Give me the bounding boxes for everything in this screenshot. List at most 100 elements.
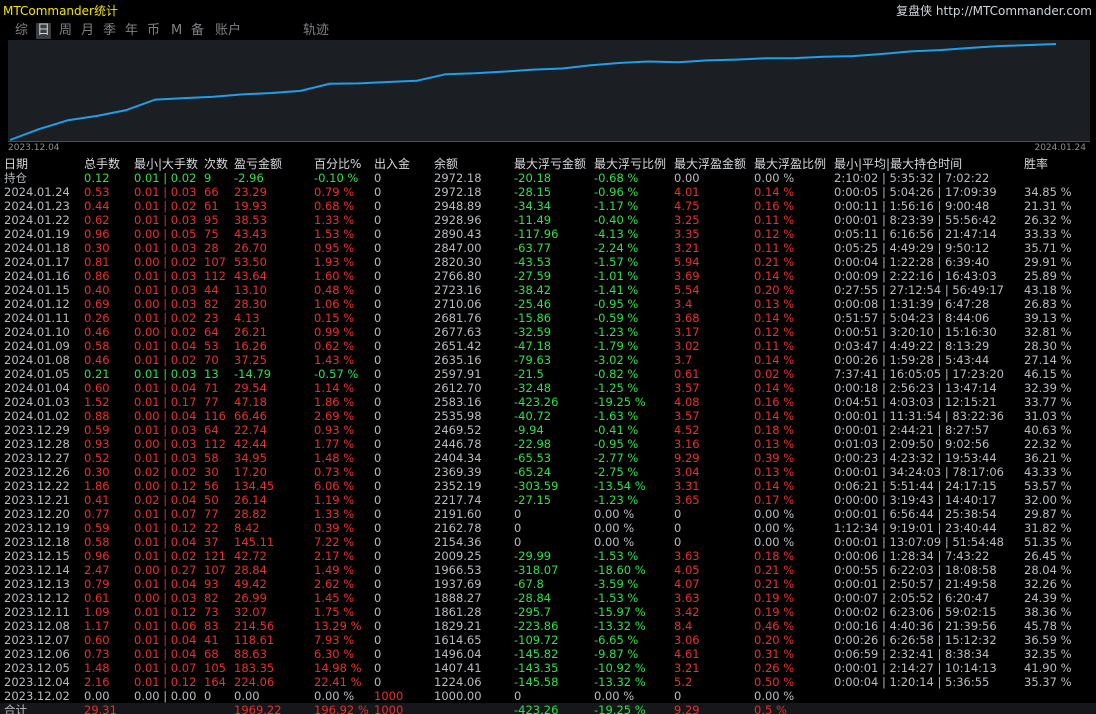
- table-cell: 0:00:51 | 3:20:10 | 15:16:30: [834, 325, 997, 339]
- table-cell: 2766.80: [434, 269, 482, 283]
- table-cell: -20.18: [514, 171, 552, 185]
- table-cell: 61: [204, 199, 219, 213]
- table-cell: 1829.21: [434, 619, 482, 633]
- table-cell: 82: [204, 297, 219, 311]
- table-cell: 0:06:21 | 5:51:44 | 24:17:15: [834, 479, 997, 493]
- table-cell: 0:03:47 | 4:49:22 | 8:13:29: [834, 339, 990, 353]
- table-cell: -0.96 %: [594, 185, 639, 199]
- table-cell: 0: [374, 437, 382, 451]
- table-cell: 0.00: [234, 689, 260, 703]
- table-cell: 2635.16: [434, 353, 482, 367]
- table-cell: 0:00:00 | 3:19:43 | 14:40:17: [834, 493, 997, 507]
- tab[interactable]: 轨迹: [303, 23, 330, 38]
- table-cell: 2583.16: [434, 395, 482, 409]
- table-cell: 3.68: [674, 311, 700, 325]
- table-cell: 64: [204, 423, 219, 437]
- table-cell: 持仓: [4, 171, 27, 185]
- tab[interactable]: 备: [191, 23, 205, 38]
- table-cell: 2890.43: [434, 227, 482, 241]
- tab[interactable]: 币: [147, 23, 161, 38]
- table-cell: 70: [204, 353, 219, 367]
- table-cell: 0:51:57 | 5:04:23 | 8:44:06: [834, 311, 990, 325]
- table-cell: 0: [374, 255, 382, 269]
- table-cell: 66: [204, 185, 219, 199]
- table-cell: 3.65: [674, 493, 700, 507]
- table-cell: 22: [204, 521, 219, 535]
- table-cell: 8.4: [674, 619, 693, 633]
- table-cell: 0.00 %: [594, 689, 635, 703]
- brand-link[interactable]: 复盘侠 http://MTCommander.com: [896, 4, 1092, 18]
- table-cell: 32.26 %: [1024, 577, 1072, 591]
- table-cell: 28.30 %: [1024, 339, 1072, 353]
- table-cell: 1.52: [84, 395, 110, 409]
- table-cell: 53.50: [234, 255, 267, 269]
- table-cell: 2723.16: [434, 283, 482, 297]
- table-cell: 2023.12.15: [4, 549, 70, 563]
- table-cell: 42.72: [234, 549, 267, 563]
- table-cell: 47.18: [234, 395, 267, 409]
- table-cell: 38.36 %: [1024, 605, 1072, 619]
- table-cell: 2024.01.02: [4, 409, 70, 423]
- table-cell: -1.25 %: [594, 381, 639, 395]
- table-cell: 22.41 %: [314, 675, 362, 689]
- table-cell: 1:12:34 | 9:19:01 | 23:40:44: [834, 521, 997, 535]
- table-cell: 3.57: [674, 409, 700, 423]
- table-cell: -27.15: [514, 493, 552, 507]
- table-cell: 28.30: [234, 297, 267, 311]
- table-cell: 0.01 | 0.07: [134, 507, 197, 521]
- table-cell: 0: [674, 689, 682, 703]
- table-cell: 1496.04: [434, 647, 482, 661]
- table-cell: 36.59 %: [1024, 633, 1072, 647]
- table-cell: 0.00 %: [754, 507, 795, 521]
- tab[interactable]: 月: [81, 23, 95, 38]
- column-header: 盈亏金额: [234, 157, 283, 171]
- table-cell: 0.00 %: [594, 521, 635, 535]
- table-cell: 0.11 %: [754, 339, 795, 353]
- tab[interactable]: 日: [36, 23, 52, 39]
- tab[interactable]: 季: [103, 23, 117, 38]
- table-cell: 0.12 %: [754, 325, 795, 339]
- table-cell: -1.17 %: [594, 199, 639, 213]
- table-cell: 2024.01.11: [4, 311, 70, 325]
- table-cell: -32.48: [514, 381, 552, 395]
- total-row-bg: [0, 703, 1096, 714]
- table-cell: 2972.18: [434, 171, 482, 185]
- table-cell: 0: [374, 409, 382, 423]
- table-cell: 2023.12.20: [4, 507, 70, 521]
- table-cell: 0.19 %: [754, 591, 795, 605]
- table-cell: 0.00 | 0.05: [134, 227, 197, 241]
- table-cell: 39.13 %: [1024, 311, 1072, 325]
- table-cell: 0.00 | 0.00: [134, 689, 197, 703]
- table-cell: 66.46: [234, 409, 267, 423]
- table-cell: 0.01 | 0.03: [134, 283, 197, 297]
- table-cell: -109.72: [514, 633, 559, 647]
- table-cell: -4.13 %: [594, 227, 639, 241]
- table-cell: 4.07: [674, 577, 700, 591]
- table-cell: 0.60: [84, 381, 110, 395]
- table-cell: 53.57 %: [1024, 479, 1072, 493]
- table-cell: 3.63: [674, 591, 700, 605]
- table-cell: -0.57 %: [314, 367, 359, 381]
- table-cell: 58: [204, 451, 219, 465]
- table-cell: 0:00:11 | 1:56:16 | 9:00:48: [834, 199, 990, 213]
- table-cell: 23: [204, 311, 219, 325]
- table-cell: 0.86: [84, 269, 110, 283]
- table-cell: 3.16: [674, 437, 700, 451]
- table-cell: 116: [204, 409, 226, 423]
- tab[interactable]: 账户: [215, 23, 242, 38]
- table-cell: 196.92 %: [314, 703, 369, 714]
- tab[interactable]: 年: [125, 23, 139, 38]
- table-cell: -10.92 %: [594, 661, 646, 675]
- table-cell: -2.75 %: [594, 465, 639, 479]
- table-cell: 0:00:26 | 6:26:58 | 15:12:32: [834, 633, 997, 647]
- table-cell: 3.02: [674, 339, 700, 353]
- tab[interactable]: 周: [59, 23, 73, 38]
- table-cell: 0:00:01 | 11:31:54 | 83:22:36: [834, 409, 1005, 423]
- table-cell: 2023.12.12: [4, 591, 70, 605]
- tab[interactable]: M: [171, 23, 183, 38]
- table-cell: 0.00 %: [594, 507, 635, 521]
- tab[interactable]: 综: [15, 23, 29, 38]
- table-cell: 0.02 | 0.02: [134, 465, 197, 479]
- table-cell: 0.00 | 0.27: [134, 563, 197, 577]
